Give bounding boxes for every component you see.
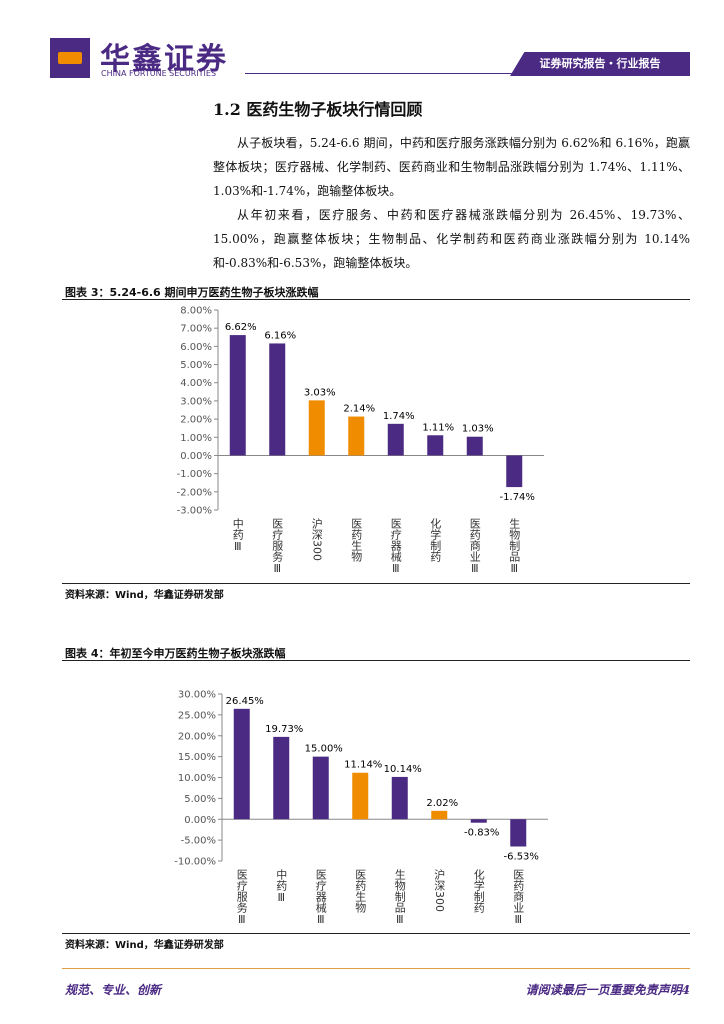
y-tick-label: 20.00% (178, 731, 216, 742)
y-tick-label: 30.00% (178, 690, 216, 701)
footer-motto: 规范、专业、创新 (65, 983, 162, 997)
bar (506, 455, 523, 488)
data-label: -6.53% (504, 852, 539, 863)
y-tick-label: 2.00% (180, 415, 212, 426)
chart-title: 图表 3：5.24-6.6 期间申万医药生物子板块涨跌幅 (65, 286, 319, 299)
y-tick-label: -2.00% (177, 487, 212, 498)
bar (312, 756, 329, 820)
y-tick-label: 15.00% (178, 752, 216, 763)
bar (352, 772, 369, 820)
x-tick-label: 医药生物 (350, 518, 363, 562)
y-tick-label: -5.00% (181, 836, 216, 847)
x-tick-label: 中药Ⅲ (275, 869, 288, 904)
data-label: 26.45% (226, 696, 264, 707)
x-tick-label: 医药生物 (354, 869, 367, 913)
chart-title: 图表 4：年初至今申万医药生物子板块涨跌幅 (65, 647, 286, 660)
x-tick-label: 化学制药 (429, 517, 442, 563)
y-tick-label: 10.00% (178, 773, 216, 784)
header-tag: 证券研究报告・行业报告 (510, 52, 690, 76)
x-tick-label: 化学制药 (472, 868, 485, 914)
paragraph: 从年初来看，医疗服务、中药和医疗器械涨跌幅分别为 26.45%、19.73%、1… (213, 208, 690, 270)
y-tick-label: 1.00% (180, 433, 212, 444)
heading: 1.2 医药生物子板块行情回顾 (213, 100, 423, 119)
y-tick-label: -3.00% (177, 506, 212, 517)
y-tick-label: 5.00% (180, 360, 212, 371)
header-line (245, 73, 690, 74)
source: 资料来源：Wind，华鑫证券研发部 (65, 940, 224, 951)
bar (233, 708, 250, 820)
brand: 华鑫证券 (100, 42, 228, 77)
bar (229, 335, 246, 456)
brand-en: CHINA FORTUNE SECURITIES (101, 69, 217, 78)
x-tick-label: 生物制品Ⅲ (508, 517, 521, 575)
bar (387, 423, 404, 456)
chart: -3.00% -2.00% -1.00% 0.00% 1.00% 2.00% 3.00% 4.… (177, 306, 544, 575)
y-tick-label: 8.00% (180, 306, 212, 317)
x-tick-label: 沪深300 (433, 868, 446, 912)
x-tick-label: 医疗器械Ⅲ (314, 869, 327, 926)
data-label: 2.14% (343, 404, 375, 415)
y-tick-label: 4.00% (180, 378, 212, 389)
data-label: 3.03% (304, 387, 336, 398)
data-label: -1.74% (500, 492, 535, 503)
bar (431, 810, 448, 820)
rule (62, 299, 690, 300)
x-tick-label: 生物制品Ⅲ (393, 868, 406, 926)
rule (62, 583, 690, 584)
data-label: 6.16% (264, 330, 296, 341)
bar (470, 819, 487, 823)
bar (273, 736, 290, 820)
data-label: 10.14% (384, 764, 422, 775)
y-tick-label: 5.00% (184, 794, 216, 805)
y-tick-label: 0.00% (180, 451, 212, 462)
bar (269, 343, 286, 456)
y-tick-label: 7.00% (180, 324, 212, 335)
paragraph: 从子板块看，5.24-6.6 期间，中药和医疗服务涨跌幅分别为 6.62%和 6… (213, 136, 690, 198)
rule (62, 660, 690, 661)
x-tick-label: 医疗器械Ⅲ (389, 518, 402, 575)
data-label: 1.11% (422, 422, 454, 433)
footer-line (62, 968, 690, 969)
bar (348, 416, 365, 456)
data-label: 11.14% (344, 760, 382, 771)
chart: -10.00% -5.00% 0.00% 5.00% 10.00% 15.00% 20.00… (174, 690, 548, 926)
data-label: 15.00% (305, 744, 343, 755)
x-tick-label: 医疗服务Ⅲ (235, 869, 248, 926)
x-tick-label: 中药Ⅲ (231, 518, 244, 553)
data-label: 1.03% (462, 424, 494, 435)
y-tick-label: 0.00% (184, 815, 216, 826)
bar (427, 435, 444, 456)
x-tick-label: 医疗服务Ⅲ (271, 518, 284, 575)
bar (466, 436, 483, 456)
y-tick-label: 3.00% (180, 396, 212, 407)
x-tick-label: 医药商业Ⅲ (468, 518, 481, 575)
x-tick-label: 医药商业Ⅲ (512, 869, 525, 926)
y-tick-label: -1.00% (177, 469, 212, 480)
y-tick-label: 6.00% (180, 342, 212, 353)
data-label: -0.83% (464, 828, 499, 839)
y-tick-label: 25.00% (178, 710, 216, 721)
data-label: 6.62% (225, 322, 257, 333)
bar (510, 819, 527, 847)
data-label: 1.74% (383, 411, 415, 422)
bar (391, 776, 408, 820)
data-label: 2.02% (426, 798, 458, 809)
footer-notice: 请阅读最后一页重要免责声明4 (525, 983, 690, 997)
y-tick-label: -10.00% (174, 857, 216, 868)
bar (308, 400, 325, 456)
source: 资料来源：Wind，华鑫证券研发部 (65, 590, 224, 601)
logo (50, 38, 90, 78)
rule (62, 933, 690, 934)
data-label: 19.73% (265, 724, 303, 735)
x-tick-label: 沪深300 (310, 517, 323, 561)
